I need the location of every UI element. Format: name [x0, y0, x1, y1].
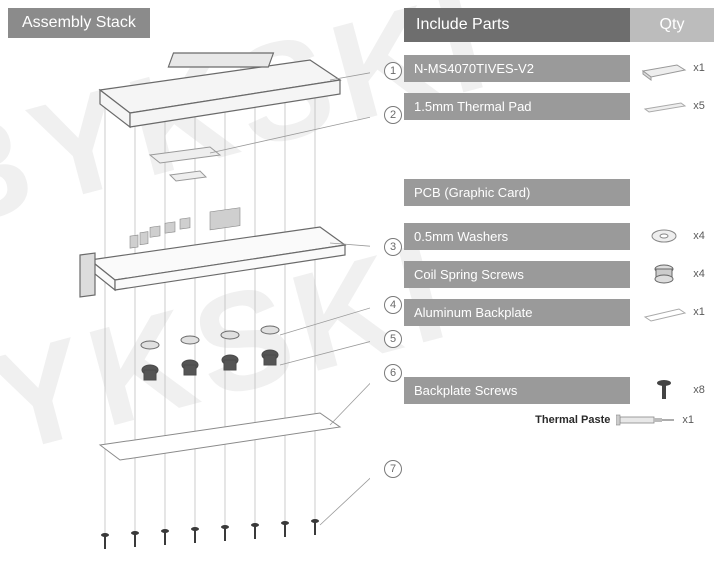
callout-1: 1	[384, 62, 402, 80]
header-include: Include Parts	[404, 8, 630, 42]
screw-icon	[639, 377, 689, 403]
part-row: N-MS4070TIVES-V2x1	[404, 52, 714, 84]
part-row: PCB (Graphic Card)	[404, 176, 714, 208]
assembly-diagram	[10, 35, 370, 565]
part-label: Coil Spring Screws	[404, 261, 630, 288]
part-row: Aluminum Backplatex1	[404, 296, 714, 328]
syringe-icon	[616, 412, 676, 428]
part-qty: x1	[630, 299, 714, 325]
part-qty: x4	[630, 223, 714, 249]
pad-icon	[639, 93, 689, 119]
parts-panel: Include Parts Qty N-MS4070TIVES-V2x11.5m…	[404, 8, 714, 428]
callout-2: 2	[384, 106, 402, 124]
title-badge: Assembly Stack	[8, 8, 150, 38]
part-label: N-MS4070TIVES-V2	[404, 55, 630, 82]
parts-header: Include Parts Qty	[404, 8, 714, 42]
part-row: 1.5mm Thermal Padx5	[404, 90, 714, 122]
part-row: Coil Spring Screwsx4	[404, 258, 714, 290]
part-label: 0.5mm Washers	[404, 223, 630, 250]
callout-4: 4	[384, 296, 402, 314]
waterblock-icon	[639, 55, 689, 81]
part-qty: x1	[630, 55, 714, 81]
thermal-paste-row: Thermal Paste x1	[404, 412, 714, 428]
thermal-paste-label: Thermal Paste	[535, 414, 610, 426]
part-qty: x8	[630, 377, 714, 403]
part-qty: x5	[630, 93, 714, 119]
callout-6: 6	[384, 364, 402, 382]
callout-7: 7	[384, 460, 402, 478]
part-label: Backplate Screws	[404, 377, 630, 404]
plate-icon	[639, 299, 689, 325]
part-label: Aluminum Backplate	[404, 299, 630, 326]
part-row: Backplate Screwsx8	[404, 374, 714, 406]
callout-3: 3	[384, 238, 402, 256]
spring-icon	[639, 261, 689, 287]
part-label: 1.5mm Thermal Pad	[404, 93, 630, 120]
part-qty: x4	[630, 261, 714, 287]
washer-icon	[639, 223, 689, 249]
part-row: 0.5mm Washersx4	[404, 220, 714, 252]
callout-5: 5	[384, 330, 402, 348]
thermal-paste-qty: x1	[682, 414, 694, 426]
header-qty: Qty	[630, 8, 714, 42]
part-qty	[630, 179, 714, 205]
part-label: PCB (Graphic Card)	[404, 179, 630, 206]
